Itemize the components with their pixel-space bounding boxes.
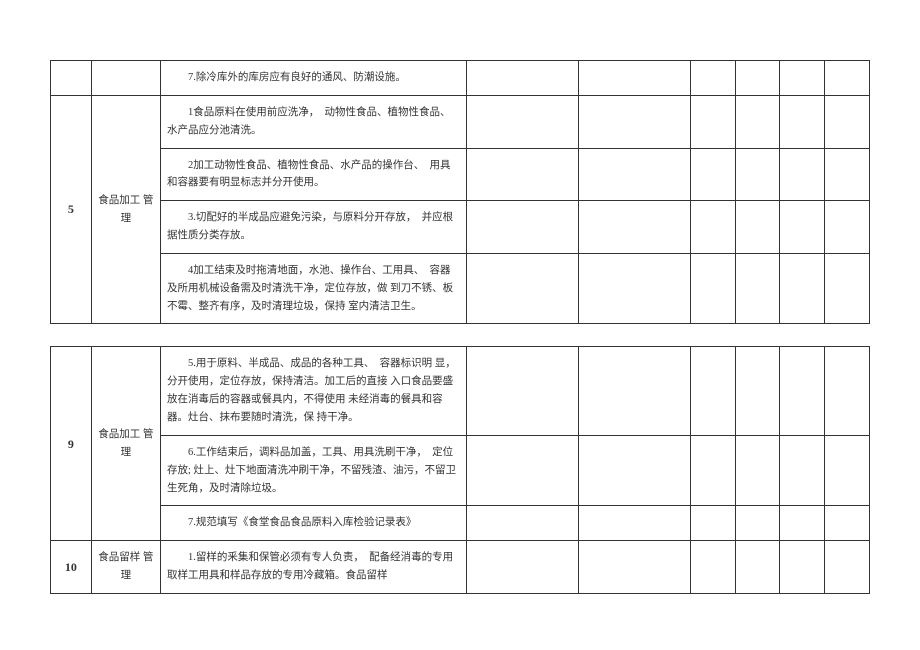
blank-cell-6 bbox=[825, 506, 870, 541]
blank-cell-6 bbox=[825, 61, 870, 96]
description-cell: 4加工结束及时拖清地面，水池、操作台、工用具、 容器及所用机械设备需及时清洗干净… bbox=[161, 253, 467, 324]
description-cell: 3.切配好的半成品应避免污染，与原料分开存放， 并应根据性质分类存放。 bbox=[161, 201, 467, 254]
blank-cell-5 bbox=[780, 148, 825, 201]
blank-cell-4 bbox=[735, 435, 780, 506]
blank-cell-1 bbox=[466, 541, 578, 594]
blank-cell-2 bbox=[578, 95, 690, 148]
blank-cell-6 bbox=[825, 541, 870, 594]
table-row: 2加工动物性食品、植物性食品、水产品的操作台、 用具和容器要有明显标志并分开使用… bbox=[51, 148, 870, 201]
blank-cell-3 bbox=[690, 541, 735, 594]
blank-cell-4 bbox=[735, 253, 780, 324]
table-row: 7.规范填写《食堂食品食品原料入库检验记录表》 bbox=[51, 506, 870, 541]
blank-cell-2 bbox=[578, 506, 690, 541]
description-cell: 6.工作结束后，调料品加盖，工具、用具洗刷干净， 定位存放; 灶上、灶下地面清洗… bbox=[161, 435, 467, 506]
blank-cell-6 bbox=[825, 435, 870, 506]
table-row: 9食品加工 管理5.用于原料、半成品、成品的各种工具、 容器标识明 显，分开使用… bbox=[51, 347, 870, 435]
blank-cell-2 bbox=[578, 435, 690, 506]
blank-cell-1 bbox=[466, 201, 578, 254]
blank-cell-5 bbox=[780, 61, 825, 96]
blank-cell-1 bbox=[466, 435, 578, 506]
blank-cell-4 bbox=[735, 201, 780, 254]
table-row: 5食品加工 管理1食品原料在使用前应洗净， 动物性食品、植物性食品、水产品应分池… bbox=[51, 95, 870, 148]
blank-cell-3 bbox=[690, 95, 735, 148]
blank-cell-6 bbox=[825, 95, 870, 148]
blank-cell-5 bbox=[780, 95, 825, 148]
blank-cell-4 bbox=[735, 148, 780, 201]
blank-cell-3 bbox=[690, 201, 735, 254]
blank-cell-6 bbox=[825, 253, 870, 324]
blank-cell-2 bbox=[578, 347, 690, 435]
table-row: 6.工作结束后，调料品加盖，工具、用具洗刷干净， 定位存放; 灶上、灶下地面清洗… bbox=[51, 435, 870, 506]
blank-cell-3 bbox=[690, 61, 735, 96]
blank-cell-1 bbox=[466, 347, 578, 435]
blank-cell-4 bbox=[735, 347, 780, 435]
description-cell: 1.留样的釆集和保管必须有专人负责， 配备经消毒的专用取样工用具和样品存放的专用… bbox=[161, 541, 467, 594]
blank-cell-1 bbox=[466, 253, 578, 324]
blank-cell-5 bbox=[780, 541, 825, 594]
blank-cell-5 bbox=[780, 435, 825, 506]
table-row: 7.除冷库外的库房应有良好的通风、防潮设施。 bbox=[51, 61, 870, 96]
blank-cell-3 bbox=[690, 347, 735, 435]
blank-cell-3 bbox=[690, 506, 735, 541]
category-cell: 食品留样 管理 bbox=[91, 541, 160, 594]
blank-cell-3 bbox=[690, 253, 735, 324]
blank-cell-4 bbox=[735, 541, 780, 594]
category-cell bbox=[91, 61, 160, 96]
description-cell: 5.用于原料、半成品、成品的各种工具、 容器标识明 显，分开使用，定位存放，保持… bbox=[161, 347, 467, 435]
blank-cell-2 bbox=[578, 253, 690, 324]
blank-cell-1 bbox=[466, 148, 578, 201]
category-cell: 食品加工 管理 bbox=[91, 95, 160, 324]
blank-cell-2 bbox=[578, 148, 690, 201]
blank-cell-2 bbox=[578, 201, 690, 254]
blank-cell-2 bbox=[578, 61, 690, 96]
blank-cell-4 bbox=[735, 95, 780, 148]
description-cell: 1食品原料在使用前应洗净， 动物性食品、植物性食品、水产品应分池清洗。 bbox=[161, 95, 467, 148]
blank-cell-6 bbox=[825, 148, 870, 201]
blank-cell-5 bbox=[780, 201, 825, 254]
blank-cell-5 bbox=[780, 506, 825, 541]
table-row: 3.切配好的半成品应避免污染，与原料分开存放， 并应根据性质分类存放。 bbox=[51, 201, 870, 254]
blank-cell-6 bbox=[825, 201, 870, 254]
description-cell: 7.除冷库外的库房应有良好的通风、防潮设施。 bbox=[161, 61, 467, 96]
document-page: 7.除冷库外的库房应有良好的通风、防潮设施。5食品加工 管理1食品原料在使用前应… bbox=[50, 60, 870, 594]
inspection-table-0: 7.除冷库外的库房应有良好的通风、防潮设施。5食品加工 管理1食品原料在使用前应… bbox=[50, 60, 870, 324]
table-row: 10食品留样 管理1.留样的釆集和保管必须有专人负责， 配备经消毒的专用取样工用… bbox=[51, 541, 870, 594]
row-number: 10 bbox=[51, 541, 92, 594]
blank-cell-4 bbox=[735, 506, 780, 541]
blank-cell-5 bbox=[780, 347, 825, 435]
category-cell: 食品加工 管理 bbox=[91, 347, 160, 541]
blank-cell-1 bbox=[466, 506, 578, 541]
description-cell: 7.规范填写《食堂食品食品原料入库检验记录表》 bbox=[161, 506, 467, 541]
blank-cell-6 bbox=[825, 347, 870, 435]
blank-cell-1 bbox=[466, 95, 578, 148]
blank-cell-3 bbox=[690, 148, 735, 201]
blank-cell-1 bbox=[466, 61, 578, 96]
row-number bbox=[51, 61, 92, 96]
blank-cell-4 bbox=[735, 61, 780, 96]
blank-cell-3 bbox=[690, 435, 735, 506]
table-row: 4加工结束及时拖清地面，水池、操作台、工用具、 容器及所用机械设备需及时清洗干净… bbox=[51, 253, 870, 324]
blank-cell-2 bbox=[578, 541, 690, 594]
blank-cell-5 bbox=[780, 253, 825, 324]
row-number: 9 bbox=[51, 347, 92, 541]
inspection-table-1: 9食品加工 管理5.用于原料、半成品、成品的各种工具、 容器标识明 显，分开使用… bbox=[50, 346, 870, 593]
row-number: 5 bbox=[51, 95, 92, 324]
description-cell: 2加工动物性食品、植物性食品、水产品的操作台、 用具和容器要有明显标志并分开使用… bbox=[161, 148, 467, 201]
